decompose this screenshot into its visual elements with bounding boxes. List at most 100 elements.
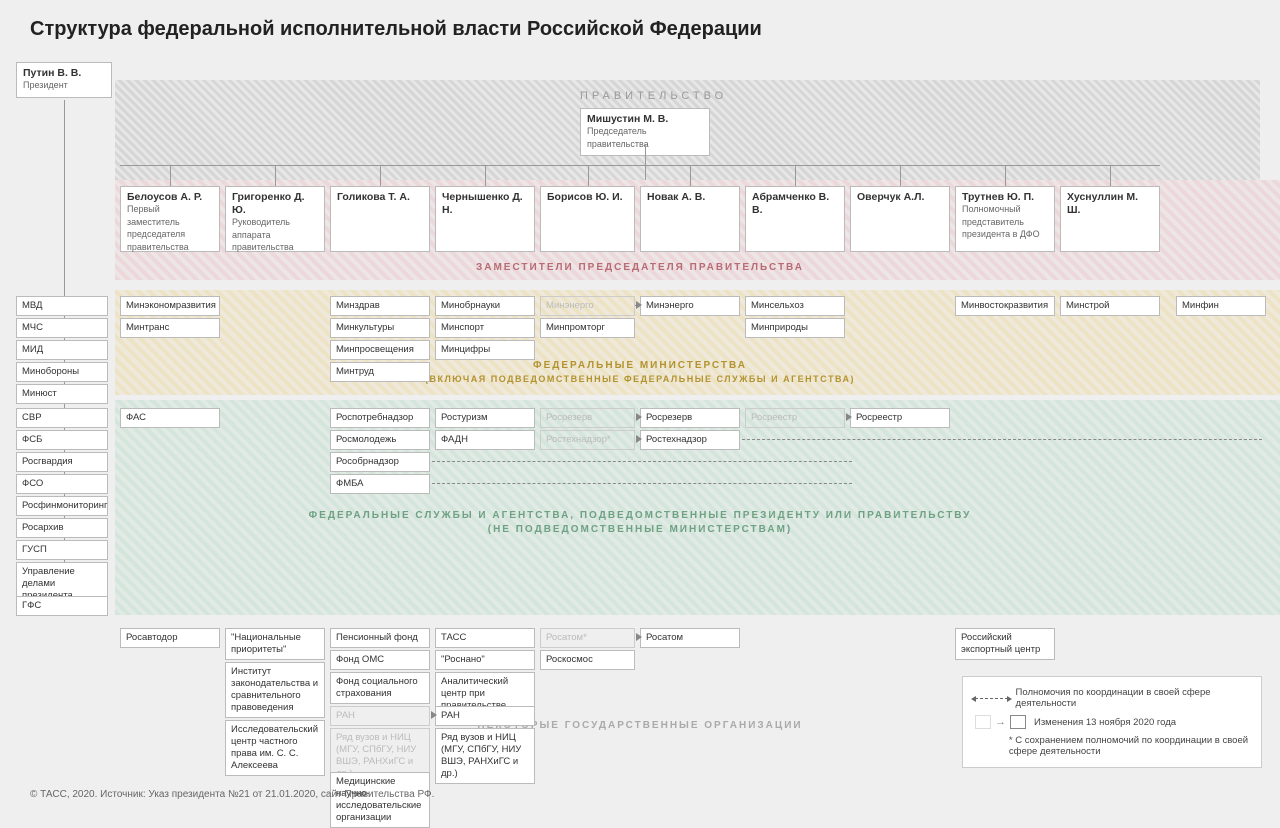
deputy-node: Голикова Т. А. [330, 186, 430, 252]
deputy-node: Новак А. В. [640, 186, 740, 252]
pm-name: Мишустин М. В. [587, 113, 703, 126]
deputy-role: Руководитель аппарата правительства [232, 217, 294, 252]
legend: Полномочия по координации в своей сфере … [962, 676, 1262, 768]
deputy-node: Григоренко Д. Ю.Руководитель аппарата пр… [225, 186, 325, 252]
ministry-node: Минпросвещения [330, 340, 430, 360]
gov-label: ПРАВИТЕЛЬСТВО [580, 90, 727, 102]
org-node: Росатом* [540, 628, 635, 648]
deputy-name: Голикова Т. А. [337, 191, 423, 204]
agency-node: Росрезерв [640, 408, 740, 428]
org-node: Ряд вузов и НИЦ (МГУ, СПбГУ, НИУ ВШЭ, РА… [435, 728, 535, 784]
ministry-node: Минфин [1176, 296, 1266, 316]
ministry-node: Минэнерго [640, 296, 740, 316]
agency-node: Ростуризм [435, 408, 535, 428]
legend-coord-text: Полномочия по координации в своей сфере … [1016, 687, 1249, 709]
org-node: Институт законодательства и сравнительно… [225, 662, 325, 718]
deputy-name: Борисов Ю. И. [547, 191, 628, 204]
agencies-sublabel: (НЕ ПОДВЕДОМСТВЕННЫЕ МИНИСТЕРСТВАМ) [0, 524, 1280, 535]
president-ministry-node: Минюст [16, 384, 108, 404]
president-role: Президент [23, 80, 68, 90]
conn-deputies-h [120, 165, 1160, 166]
legend-change-icon: → [975, 715, 1026, 729]
president-ministry-node: Минобороны [16, 362, 108, 382]
deputy-name: Чернышенко Д. Н. [442, 191, 528, 217]
pm-role: Председатель правительства [587, 126, 649, 149]
agency-node: Росрезерв [540, 408, 635, 428]
deputy-name: Хуснуллин М. Ш. [1067, 191, 1153, 217]
president-agency-node: Росгвардия [16, 452, 108, 472]
legend-change-text: Изменения 13 ноября 2020 года [1034, 717, 1176, 728]
ministry-node: Минобрнауки [435, 296, 535, 316]
org-node: Росавтодор [120, 628, 220, 648]
deputy-node: Абрамченко В. В. [745, 186, 845, 252]
agency-node: Рособрнадзор [330, 452, 430, 472]
legend-coord-icon [975, 698, 1008, 699]
deputy-name: Трутнев Ю. П. [962, 191, 1048, 204]
deputy-node: Чернышенко Д. Н. [435, 186, 535, 252]
agencies-label: ФЕДЕРАЛЬНЫЕ СЛУЖБЫ И АГЕНТСТВА, ПОДВЕДОМ… [0, 510, 1280, 521]
chart-title: Структура федеральной исполнительной вла… [30, 18, 762, 41]
arrow-icon [636, 435, 642, 443]
ministries-label: ФЕДЕРАЛЬНЫЕ МИНИСТЕРСТВА [0, 360, 1280, 371]
agency-node: ФАС [120, 408, 220, 428]
agency-node: Росмолодежь [330, 430, 430, 450]
president-agency-node: Росархив [16, 518, 108, 538]
deputy-node: Хуснуллин М. Ш. [1060, 186, 1160, 252]
arrow-icon [431, 711, 437, 719]
deputy-name: Новак А. В. [647, 191, 733, 204]
org-node: Исследовательский центр частного права и… [225, 720, 325, 776]
ministry-node: Минтранс [120, 318, 220, 338]
deputy-role: Первый заместитель председателя правител… [127, 204, 189, 252]
president-ministry-node: МИД [16, 340, 108, 360]
org-node: "Национальные приоритеты" [225, 628, 325, 660]
arrow-icon [636, 633, 642, 641]
ministry-node: Минздрав [330, 296, 430, 316]
org-node: РАН [435, 706, 535, 726]
org-node: "Роснано" [435, 650, 535, 670]
org-node: Фонд социального страхования [330, 672, 430, 704]
ministry-node: Минсельхоз [745, 296, 845, 316]
president-ministry-node: МВД [16, 296, 108, 316]
ministry-node: Минэнерго [540, 296, 635, 316]
source-text: © ТАСС, 2020. Источник: Указ президента … [30, 789, 434, 800]
deputy-role: Полномочный представитель президента в Д… [962, 204, 1040, 239]
arrow-icon [636, 301, 642, 309]
org-node: Фонд ОМС [330, 650, 430, 670]
coord-line [432, 483, 852, 484]
president-agency-node: ГФС [16, 596, 108, 616]
deputy-node: Оверчук А.Л. [850, 186, 950, 252]
president-node: Путин В. В. Президент [16, 62, 112, 98]
agency-node: ФАДН [435, 430, 535, 450]
ministry-node: Минцифры [435, 340, 535, 360]
agency-node: Росреестр [745, 408, 845, 428]
ministries-sublabel: (ВКЛЮЧАЯ ПОДВЕДОМСТВЕННЫЕ ФЕДЕРАЛЬНЫЕ СЛ… [0, 374, 1280, 384]
org-node: РАН [330, 706, 430, 726]
deputy-node: Борисов Ю. И. [540, 186, 635, 252]
ministry-node: Минпромторг [540, 318, 635, 338]
agency-node: Ростехнадзор* [540, 430, 635, 450]
agency-node: Росреестр [850, 408, 950, 428]
org-node: Росатом [640, 628, 740, 648]
org-node: Пенсионный фонд [330, 628, 430, 648]
arrow-icon [846, 413, 852, 421]
ministry-node: Минвостокразвития [955, 296, 1055, 316]
ministry-node: Минспорт [435, 318, 535, 338]
president-ministry-node: МЧС [16, 318, 108, 338]
president-agency-node: ФСБ [16, 430, 108, 450]
deputy-node: Трутнев Ю. П.Полномочный представитель п… [955, 186, 1055, 252]
ministry-node: Минприроды [745, 318, 845, 338]
president-agency-node: ГУСП [16, 540, 108, 560]
deputy-name: Абрамченко В. В. [752, 191, 838, 217]
org-node: Роскосмос [540, 650, 635, 670]
ministry-node: Минэкономразвития [120, 296, 220, 316]
conn-pm-v [645, 145, 646, 180]
deputy-name: Григоренко Д. Ю. [232, 191, 318, 217]
ministry-node: Минкультуры [330, 318, 430, 338]
org-node: Российский экспортный центр [955, 628, 1055, 660]
president-agency-node: ФСО [16, 474, 108, 494]
agency-node: Ростехнадзор [640, 430, 740, 450]
president-agency-node: Росфинмониторинг [16, 496, 108, 516]
org-node: ТАСС [435, 628, 535, 648]
legend-star-text: * С сохранением полномочий по координаци… [1009, 735, 1249, 757]
coord-line [432, 461, 852, 462]
